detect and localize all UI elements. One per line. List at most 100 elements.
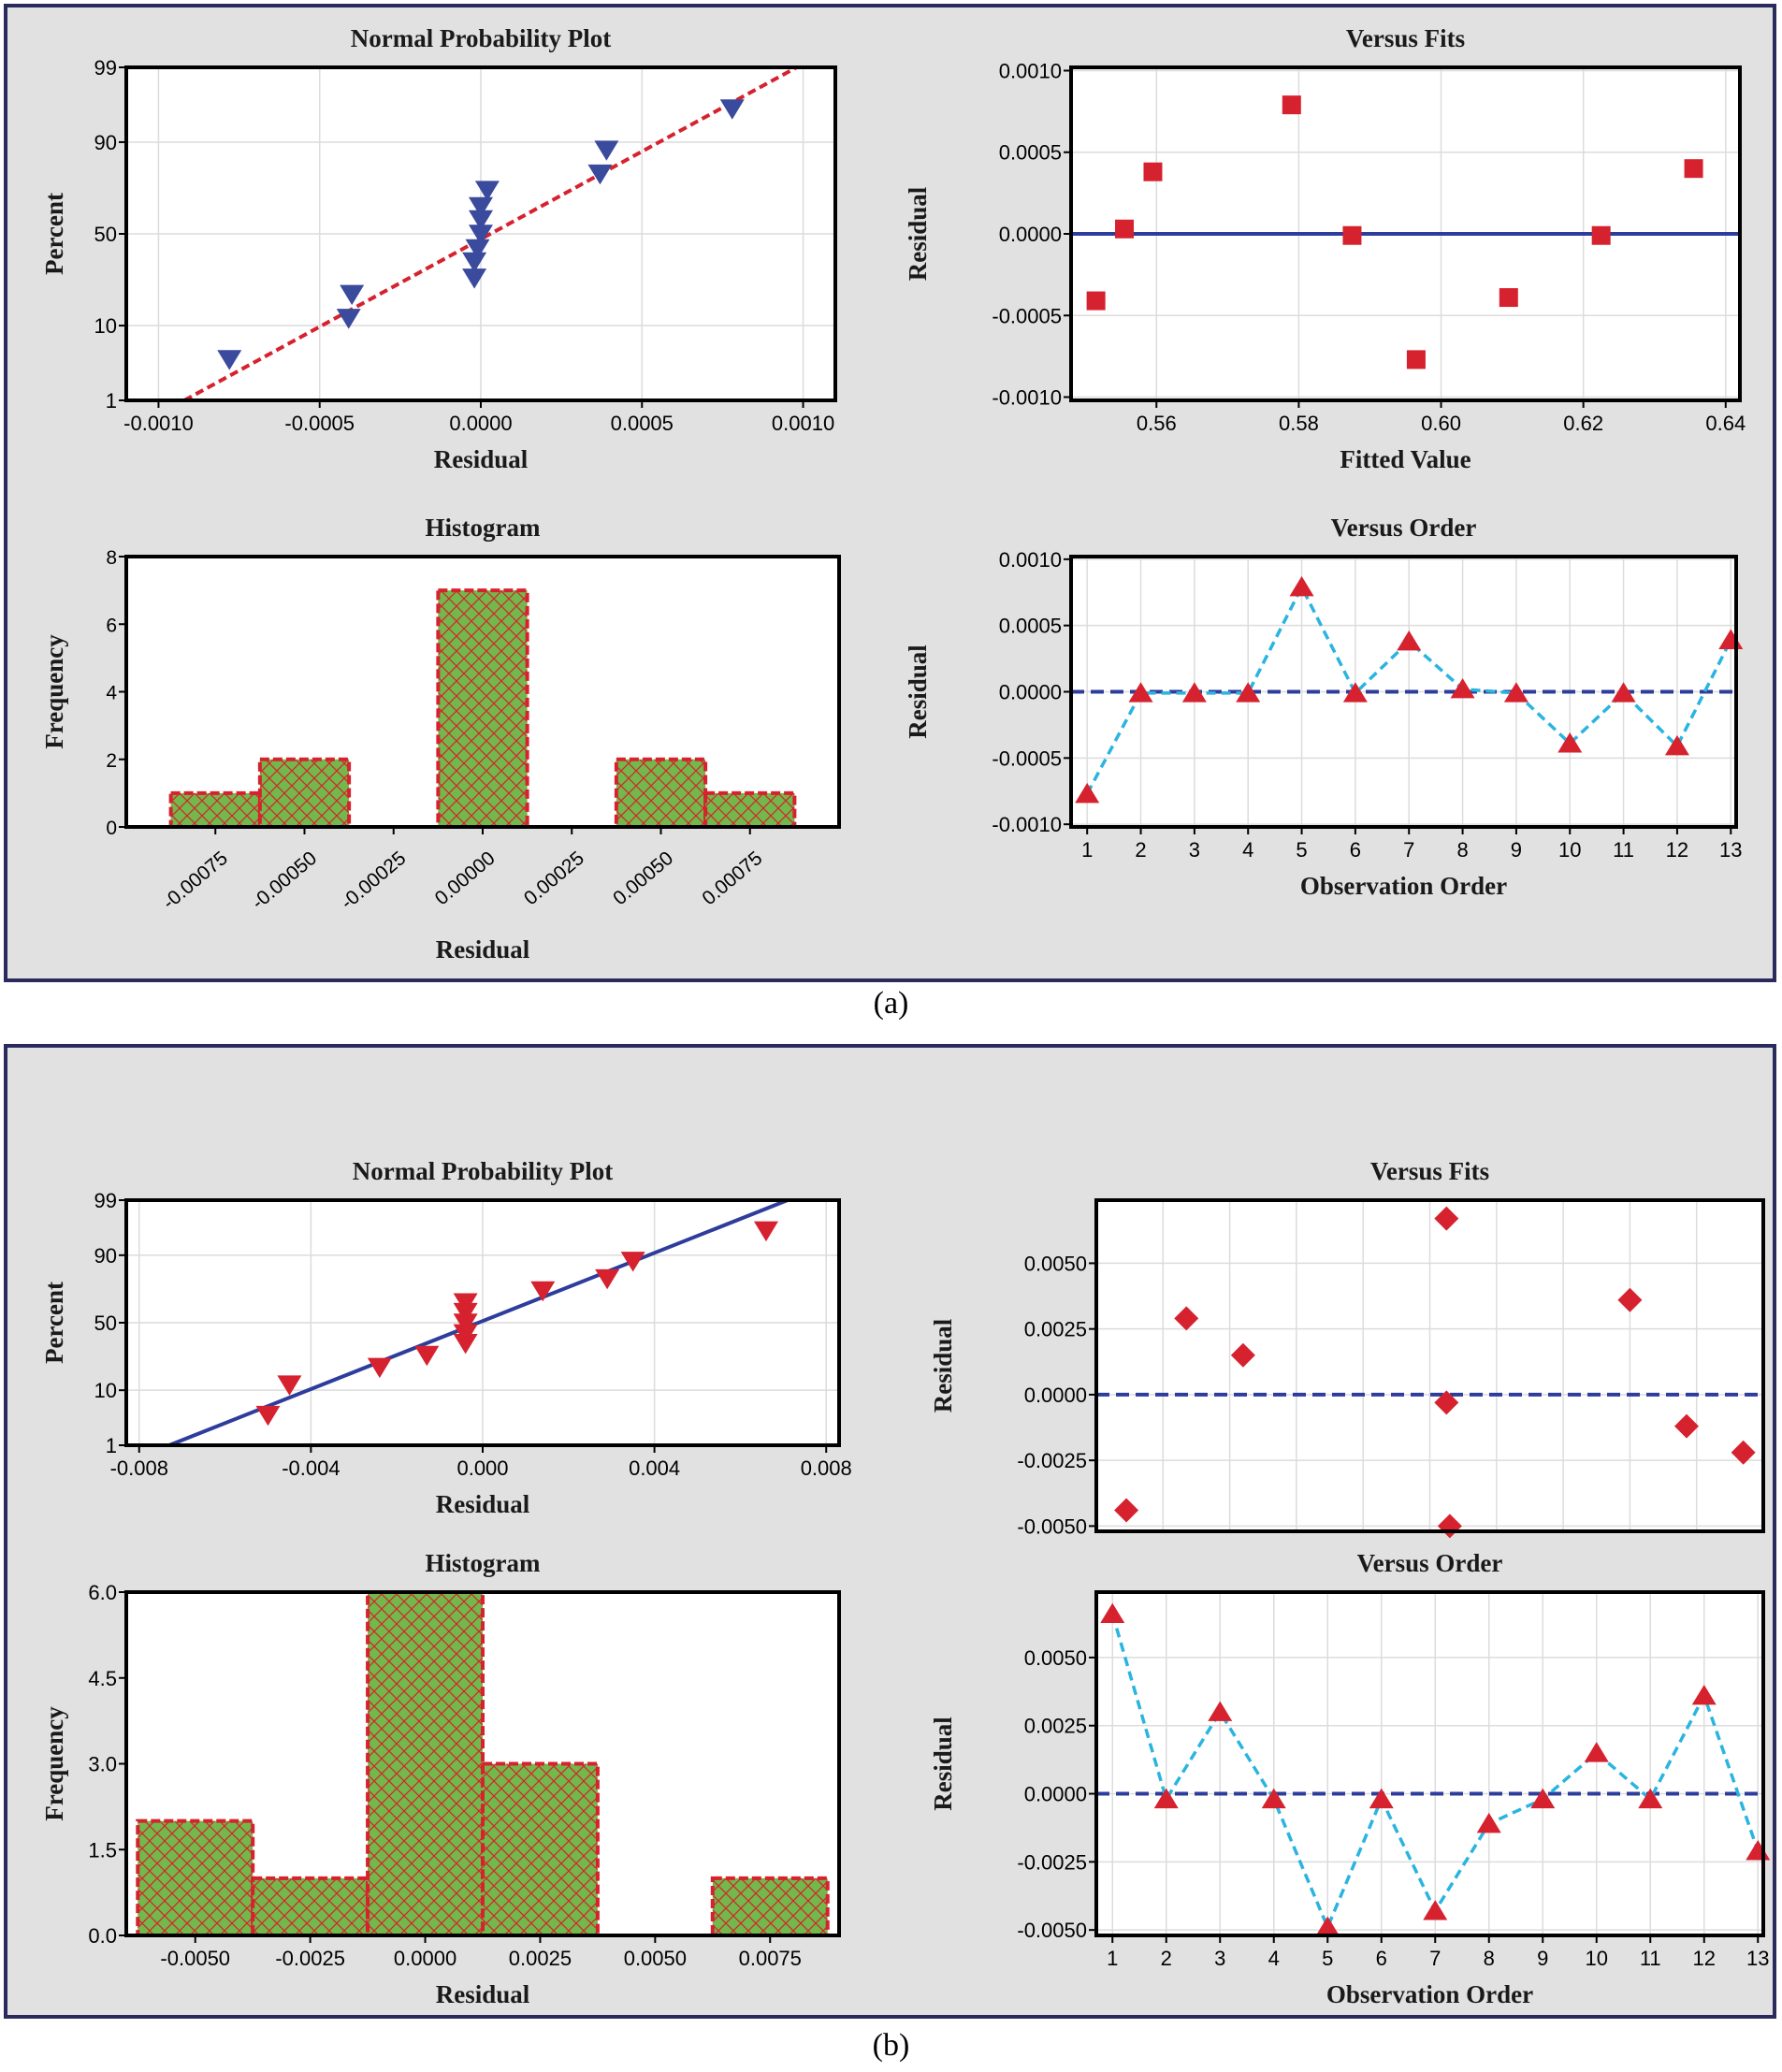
data-point xyxy=(1731,1440,1756,1465)
x-tick-label: 0.00050 xyxy=(609,848,677,909)
panel-label-b: (b) xyxy=(872,2028,910,2063)
data-point xyxy=(367,1357,392,1379)
x-tick-label: 10 xyxy=(1586,1947,1608,1970)
plot-border xyxy=(1069,555,1738,829)
chart-title: Normal Probability Plot xyxy=(353,1157,613,1185)
data-point xyxy=(217,350,242,370)
x-tick-label: 11 xyxy=(1613,838,1634,862)
data-point xyxy=(255,1405,281,1427)
chart-title: Versus Order xyxy=(1357,1549,1503,1577)
y-tick-label: 2 xyxy=(106,750,117,772)
histogram-bar xyxy=(251,1876,370,1938)
chart-title: Versus Order xyxy=(1331,514,1477,542)
x-axis-label: Residual xyxy=(436,1980,530,2008)
data-point xyxy=(1115,219,1135,239)
data-point xyxy=(1230,1342,1255,1368)
y-tick-label: 0.0000 xyxy=(999,223,1062,246)
data-point xyxy=(469,210,493,231)
x-tick-label: 0.58 xyxy=(1279,412,1319,435)
y-tick-label: 4 xyxy=(106,683,117,704)
data-point xyxy=(595,1268,620,1290)
x-tick-label: -0.00075 xyxy=(159,848,232,914)
plot-border xyxy=(1069,65,1742,402)
x-axis-label: Residual xyxy=(436,1490,530,1518)
x-tick-label: 0.60 xyxy=(1421,412,1461,435)
histogram-bar xyxy=(366,1590,485,1937)
y-tick-label: 50 xyxy=(94,223,117,246)
data-point xyxy=(1499,288,1518,308)
x-tick-label: 11 xyxy=(1640,1947,1661,1970)
data-point xyxy=(1153,1788,1179,1809)
x-tick-label: -0.004 xyxy=(282,1456,340,1480)
data-point xyxy=(1086,291,1106,311)
data-point xyxy=(1100,1602,1125,1624)
x-tick-label: -0.0050 xyxy=(160,1947,230,1970)
y-tick-label: 0.0025 xyxy=(1024,1318,1087,1341)
x-tick-label: 0.008 xyxy=(801,1456,852,1480)
plot-border xyxy=(124,1198,841,1447)
x-tick-label: 12 xyxy=(1666,838,1688,862)
x-tick-label: 0.56 xyxy=(1137,412,1177,435)
x-tick-label: 0.0000 xyxy=(449,412,512,435)
x-tick-label: 13 xyxy=(1746,1947,1769,1970)
y-tick-label: 0.0000 xyxy=(999,681,1062,704)
y-tick-label: 90 xyxy=(94,1244,117,1268)
x-tick-label: 0.0010 xyxy=(772,412,834,435)
data-point xyxy=(453,1324,478,1345)
data-point xyxy=(453,1293,478,1314)
x-tick-label: 5 xyxy=(1322,1947,1333,1970)
data-point xyxy=(1315,1916,1340,1937)
x-tick-label: 8 xyxy=(1456,838,1468,862)
chart-title: Versus Fits xyxy=(1370,1157,1489,1185)
data-point xyxy=(277,1375,302,1396)
plot-border xyxy=(1094,1198,1765,1533)
x-tick-label: 0.0005 xyxy=(611,412,674,435)
histogram-bar xyxy=(436,588,529,829)
data-point xyxy=(594,140,619,161)
y-tick-label: -0.0005 xyxy=(992,746,1062,770)
x-tick-label: 6 xyxy=(1350,838,1361,862)
x-tick-label: 0.62 xyxy=(1563,412,1603,435)
data-point xyxy=(1434,1206,1459,1231)
x-tick-label: -0.0005 xyxy=(284,412,355,435)
chart-title: Versus Fits xyxy=(1346,24,1465,52)
plot-border xyxy=(124,65,837,402)
x-tick-label: 0.0075 xyxy=(739,1947,802,1970)
fit-line xyxy=(168,1198,789,1447)
y-tick-label: 90 xyxy=(94,131,117,154)
y-tick-label: -0.0005 xyxy=(992,304,1062,327)
data-point xyxy=(1664,734,1689,756)
histogram-bar xyxy=(168,790,262,829)
chart-b_npp: Normal Probability Plot Percent -0.008 -0.0… xyxy=(40,1157,852,1518)
chart-b_fits: Versus Fits Residual -0.0050 -0.0025 0.0000 0… xyxy=(929,1157,1765,1539)
data-point xyxy=(1114,1498,1139,1523)
x-tick-label: 10 xyxy=(1558,838,1581,862)
y-axis-label: Residual xyxy=(929,1318,957,1413)
x-tick-label: 3 xyxy=(1189,838,1200,862)
y-tick-label: 0.0005 xyxy=(999,141,1062,165)
y-tick-label: 3.0 xyxy=(88,1753,117,1776)
data-point xyxy=(340,284,365,306)
data-point xyxy=(336,309,361,329)
chart-a_npp: Normal Probability Plot Percent -0.0010 -0.… xyxy=(40,24,837,473)
histogram-bar xyxy=(481,1761,600,1937)
data-point xyxy=(469,196,493,218)
plot-border xyxy=(1094,1590,1765,1937)
data-point xyxy=(1674,1413,1700,1439)
x-tick-label: 7 xyxy=(1429,1947,1441,1970)
y-axis-label: Percent xyxy=(40,1282,68,1364)
data-point xyxy=(1423,1900,1448,1920)
data-point xyxy=(469,225,493,245)
y-tick-label: 50 xyxy=(94,1311,117,1335)
data-point xyxy=(753,1221,778,1242)
histogram-bar xyxy=(257,757,352,829)
data-point xyxy=(1611,682,1636,703)
histogram-bar xyxy=(614,757,708,829)
x-tick-label: 2 xyxy=(1135,838,1146,862)
x-tick-label: 1 xyxy=(1107,1947,1118,1970)
data-point xyxy=(1208,1701,1233,1721)
data-point xyxy=(1282,95,1301,115)
data-point xyxy=(1591,225,1611,245)
y-tick-label: 0.0010 xyxy=(999,59,1062,82)
